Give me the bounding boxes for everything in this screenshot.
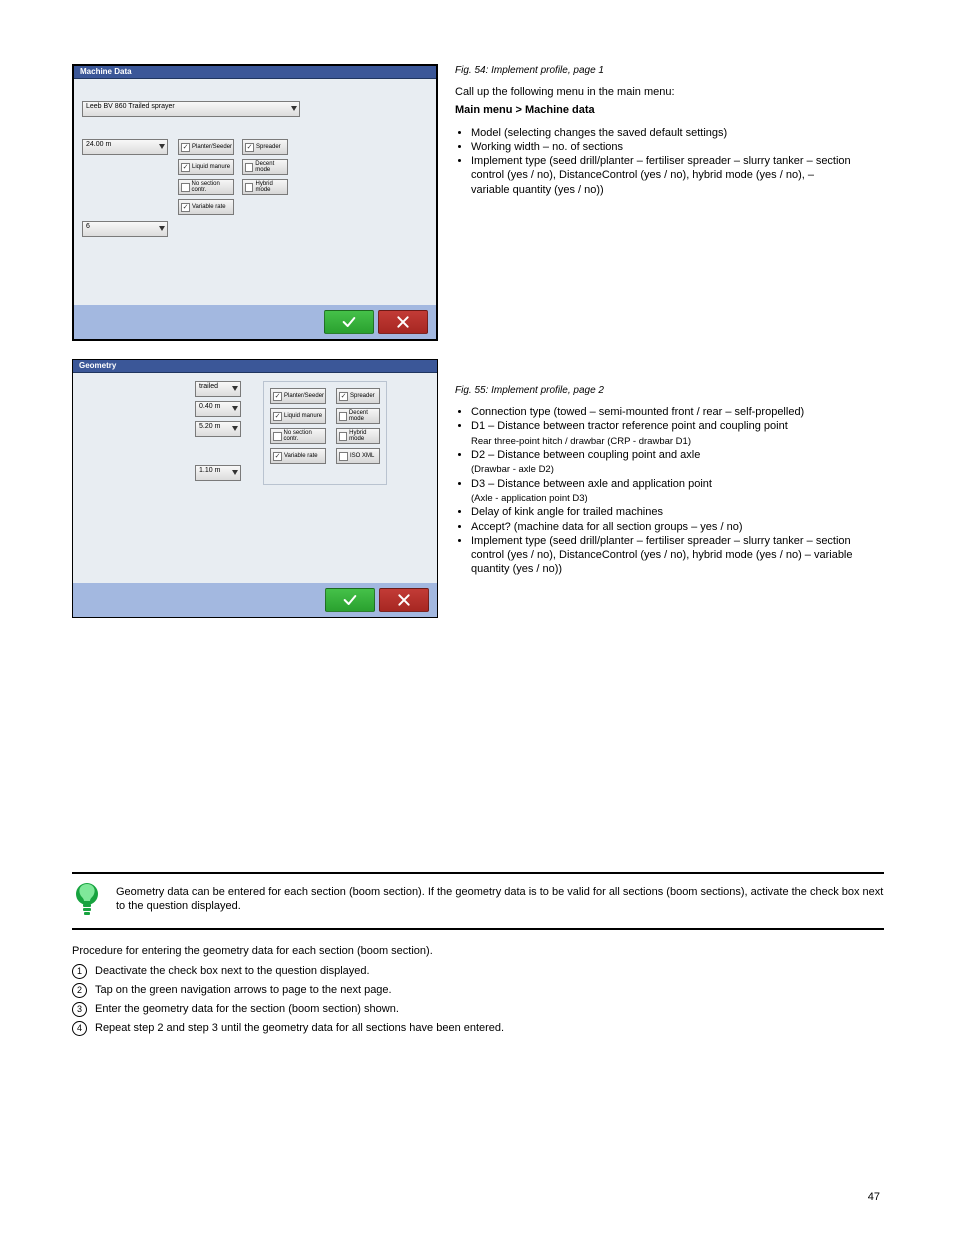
cancel-button[interactable] (379, 588, 429, 612)
ok-button[interactable] (324, 310, 374, 334)
step-text: Repeat step 2 and step 3 until the geome… (95, 1021, 504, 1035)
machine-type-value: Leeb BV 860 Trailed sprayer (86, 103, 175, 110)
chevron-down-icon (291, 106, 297, 111)
spreader-check[interactable]: ✓Spreader (242, 139, 288, 155)
hybrid-mode-check[interactable]: Hybrid mode (336, 428, 380, 444)
working-width-dropdown[interactable]: 24.00 m (82, 139, 168, 155)
step-number: 4 (72, 1021, 87, 1036)
machine-type-dropdown[interactable]: Leeb BV 860 Trailed sprayer (82, 101, 300, 117)
variable-rate-check[interactable]: ✓Variable rate (270, 448, 326, 464)
no-section-check[interactable]: No section contr. (178, 179, 234, 195)
working-width-value: 24.00 m (86, 141, 111, 148)
num-sections-dropdown[interactable]: 6 (82, 221, 168, 237)
side54-line: Implement type (seed drill/planter – fer… (471, 154, 853, 197)
side54-line: Working width – no. of sections (471, 140, 853, 154)
cancel-button[interactable] (378, 310, 428, 334)
check-icon (341, 314, 357, 330)
side54-line: Model (selecting changes the saved defau… (471, 126, 853, 140)
iso-xml-check[interactable]: ISO XML (336, 448, 380, 464)
step-text: Deactivate the check box next to the que… (95, 964, 370, 978)
variable-rate-check[interactable]: ✓Variable rate (178, 199, 234, 215)
dialog-title: Machine Data (74, 66, 436, 79)
step-number: 3 (72, 1002, 87, 1017)
crp-d1-dropdown[interactable]: 0.40 m (195, 401, 241, 417)
ok-button[interactable] (325, 588, 375, 612)
step-text: Enter the geometry data for the section … (95, 1002, 399, 1016)
planter-check[interactable]: ✓Planter/Seeder (178, 139, 234, 155)
chevron-down-icon (232, 426, 238, 431)
axle-d3-dropdown[interactable]: 1.10 m (195, 465, 241, 481)
fig55-caption: Fig. 55: Implement profile, page 2 (455, 384, 853, 397)
dialog-title: Geometry (73, 360, 437, 373)
check-icon (342, 592, 358, 608)
decent-mode-check[interactable]: Decent mode (242, 159, 288, 175)
step-number: 1 (72, 964, 87, 979)
side55-line: Delay of kink angle for trailed machines (471, 505, 853, 519)
planter-check[interactable]: ✓Planter/Seeder (270, 388, 326, 404)
liquid-manure-check[interactable]: ✓Liquid manure (178, 159, 234, 175)
spreader-check[interactable]: ✓Spreader (336, 388, 380, 404)
side55-line: Connection type (towed – semi-mounted fr… (471, 405, 853, 419)
lightbulb-icon (72, 880, 102, 920)
close-icon (395, 314, 411, 330)
side55-line: D3 – Distance between axle and applicati… (471, 477, 853, 506)
chevron-down-icon (159, 144, 165, 149)
step-number: 2 (72, 983, 87, 998)
drawbar-d2-dropdown[interactable]: 5.20 m (195, 421, 241, 437)
chevron-down-icon (232, 470, 238, 475)
side55-line: D1 – Distance between tractor reference … (471, 419, 853, 448)
procedure-intro: Procedure for entering the geometry data… (72, 944, 884, 958)
liquid-manure-check[interactable]: ✓Liquid manure (270, 408, 326, 424)
fig54-caption: Fig. 54: Implement profile, page 1 (455, 64, 853, 77)
procedure-block: Procedure for entering the geometry data… (72, 944, 884, 1036)
hybrid-mode-check[interactable]: Hybrid mode (242, 179, 288, 195)
side54-path: Main menu > Machine data (455, 103, 853, 117)
page-number: 47 (868, 1191, 880, 1203)
side55-line: Accept? (machine data for all section gr… (471, 520, 853, 534)
apply-all-panel: ✓Planter/Seeder ✓Liquid manure No sectio… (263, 381, 387, 485)
num-sections-value: 6 (86, 223, 90, 230)
chevron-down-icon (232, 386, 238, 391)
close-icon (396, 592, 412, 608)
chevron-down-icon (159, 226, 165, 231)
connection-type-dropdown[interactable]: trailed (195, 381, 241, 397)
note-box: Geometry data can be entered for each se… (72, 872, 884, 930)
side54-intro: Call up the following menu in the main m… (455, 85, 853, 99)
no-section-check[interactable]: No section contr. (270, 428, 326, 444)
side55-line: Implement type (seed drill/planter – fer… (471, 534, 853, 577)
chevron-down-icon (232, 406, 238, 411)
decent-mode-check[interactable]: Decent mode (336, 408, 380, 424)
note-text: Geometry data can be entered for each se… (116, 886, 884, 914)
side55-line: D2 – Distance between coupling point and… (471, 448, 853, 477)
step-text: Tap on the green navigation arrows to pa… (95, 983, 392, 997)
